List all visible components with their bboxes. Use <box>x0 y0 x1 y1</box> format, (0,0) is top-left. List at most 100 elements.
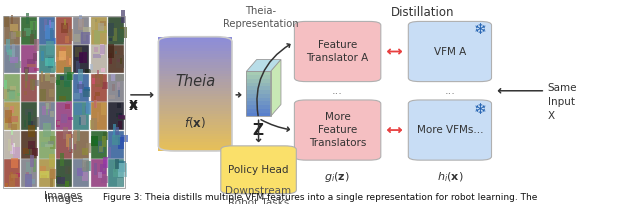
Bar <box>4 80 7 89</box>
Bar <box>159 102 232 105</box>
Bar <box>15 173 20 177</box>
Bar <box>68 58 71 65</box>
Bar <box>33 53 37 61</box>
Bar <box>92 78 100 84</box>
Bar <box>28 64 36 67</box>
Bar <box>17 93 20 96</box>
Bar <box>25 149 30 155</box>
Bar <box>60 47 67 60</box>
Text: ...: ... <box>445 86 455 96</box>
Bar <box>10 24 19 31</box>
Text: $h_i(\mathbf{x})$: $h_i(\mathbf{x})$ <box>436 171 463 184</box>
Bar <box>118 29 124 42</box>
Bar <box>24 120 26 127</box>
Text: $g_i(\mathbf{z})$: $g_i(\mathbf{z})$ <box>324 171 350 184</box>
Bar <box>91 136 98 146</box>
Bar <box>40 171 49 178</box>
Bar <box>23 148 29 154</box>
Text: ❄: ❄ <box>474 22 486 37</box>
Bar <box>25 174 31 187</box>
Bar <box>94 96 96 108</box>
Bar <box>56 131 72 159</box>
Bar <box>102 82 109 89</box>
Bar <box>24 67 29 73</box>
Bar <box>4 17 20 45</box>
Text: Policy Head: Policy Head <box>228 165 289 175</box>
Bar <box>159 122 232 125</box>
Bar <box>74 143 77 150</box>
Bar <box>79 117 81 125</box>
Bar <box>113 169 120 176</box>
Bar <box>108 95 115 99</box>
Bar <box>32 80 34 91</box>
Polygon shape <box>271 60 281 116</box>
Bar <box>82 160 89 172</box>
Bar <box>28 59 35 67</box>
Bar <box>159 139 232 142</box>
Text: Figure 3: Theia distills multiple VFM features into a single representation for : Figure 3: Theia distills multiple VFM fe… <box>103 193 537 202</box>
Bar <box>79 52 87 63</box>
Bar <box>64 67 71 81</box>
Bar <box>50 178 52 187</box>
Bar <box>246 97 271 101</box>
Bar <box>74 74 90 102</box>
Bar <box>81 32 90 44</box>
Bar <box>91 131 107 159</box>
Bar <box>95 74 102 87</box>
Bar <box>116 74 124 81</box>
Bar <box>116 113 122 117</box>
Bar <box>8 91 15 99</box>
Bar <box>159 71 232 74</box>
Text: Theia-
Representation: Theia- Representation <box>223 6 298 29</box>
Bar <box>103 132 109 140</box>
Bar <box>46 41 54 55</box>
Bar <box>108 45 124 73</box>
Bar <box>159 134 232 137</box>
Bar <box>76 61 80 73</box>
Bar <box>108 23 113 36</box>
Bar <box>120 58 122 64</box>
Bar <box>21 45 37 73</box>
Bar <box>79 81 82 93</box>
Bar <box>66 56 70 66</box>
Bar <box>38 17 54 45</box>
Bar <box>108 131 124 159</box>
Bar <box>78 69 83 82</box>
Bar <box>84 87 90 91</box>
Bar <box>120 135 128 142</box>
Bar <box>74 17 90 45</box>
Bar <box>159 82 232 85</box>
Bar <box>159 79 232 82</box>
Text: More
Feature
Translators: More Feature Translators <box>309 112 366 148</box>
Bar <box>74 103 83 115</box>
Bar <box>159 39 232 42</box>
Bar <box>159 51 232 54</box>
Bar <box>65 36 69 43</box>
Bar <box>246 79 271 83</box>
Bar <box>50 111 54 118</box>
Bar <box>56 57 65 61</box>
Bar <box>114 162 116 172</box>
Bar <box>56 80 60 85</box>
Bar <box>117 103 122 108</box>
Bar <box>21 102 37 130</box>
Text: Same
Input
X: Same Input X <box>548 83 577 121</box>
Bar <box>56 74 72 102</box>
Bar <box>42 106 49 115</box>
Bar <box>11 15 13 24</box>
FancyBboxPatch shape <box>294 100 381 160</box>
Bar <box>115 126 118 140</box>
Bar <box>4 74 20 102</box>
Bar <box>78 19 84 30</box>
Bar <box>59 51 66 60</box>
Bar <box>11 32 16 39</box>
Bar <box>118 161 126 172</box>
Bar <box>65 165 70 174</box>
Bar <box>26 162 31 174</box>
Bar <box>45 25 50 39</box>
Bar <box>108 17 124 45</box>
Bar <box>95 92 100 96</box>
Bar <box>49 22 54 30</box>
Bar <box>45 144 53 147</box>
Bar <box>33 80 42 86</box>
